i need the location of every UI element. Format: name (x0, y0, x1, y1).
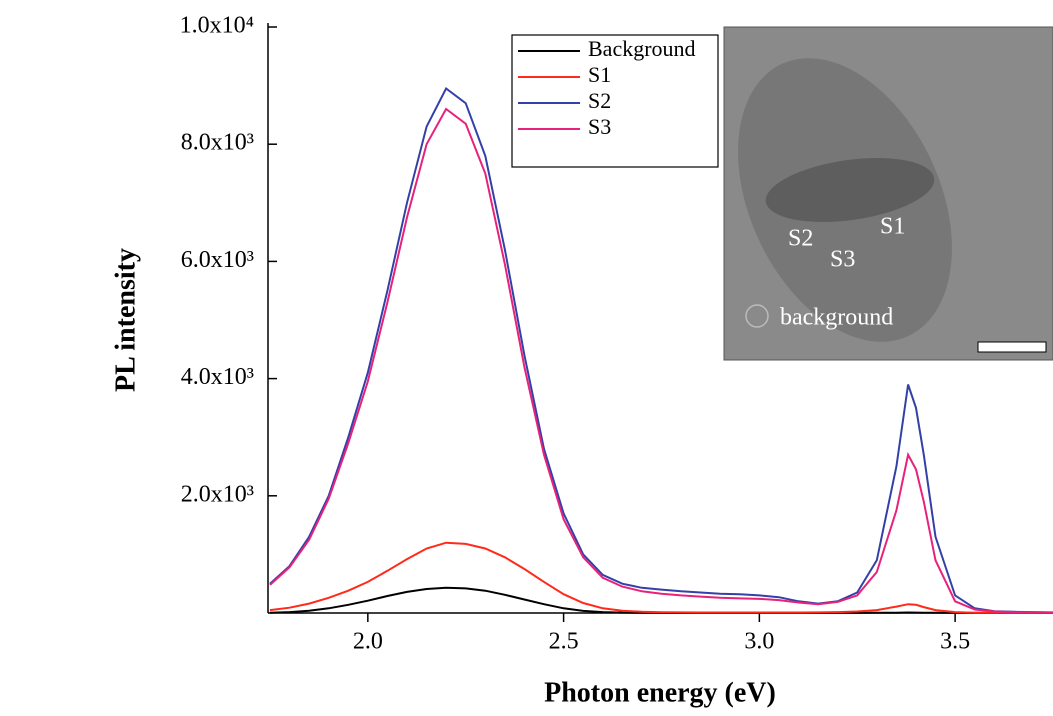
y-axis-title: PL intensity (110, 248, 141, 392)
y-tick-label: 8.0x10³ (181, 130, 254, 156)
inset-marker (745, 304, 769, 328)
inset-region (765, 158, 935, 222)
inset-label: background (780, 305, 893, 331)
y-tick-label: 1.0x10⁴ (180, 13, 254, 39)
series-line (269, 107, 1053, 614)
legend-label: S3 (588, 114, 611, 139)
y-tick-label: 4.0x10³ (181, 364, 254, 390)
x-tick-label: 2.5 (549, 629, 579, 655)
y-tick-label: 6.0x10³ (181, 247, 254, 273)
x-tick-label: 3.0 (744, 629, 774, 655)
series-line (269, 541, 1053, 614)
inset-label: S3 (830, 247, 855, 273)
series-line (269, 86, 1053, 614)
x-axis-title: Photon energy (eV) (544, 677, 776, 708)
legend-label: S2 (588, 88, 611, 113)
inset-label: S2 (788, 226, 813, 252)
x-tick-label: 3.5 (940, 629, 970, 655)
legend-label: Background (588, 36, 696, 61)
inset-label: S1 (880, 214, 905, 240)
y-tick-label: 2.0x10³ (181, 481, 254, 507)
legend-label: S1 (588, 62, 611, 87)
x-tick-label: 2.0 (353, 629, 383, 655)
inset-scalebar (977, 341, 1047, 353)
legend-box (511, 34, 719, 168)
